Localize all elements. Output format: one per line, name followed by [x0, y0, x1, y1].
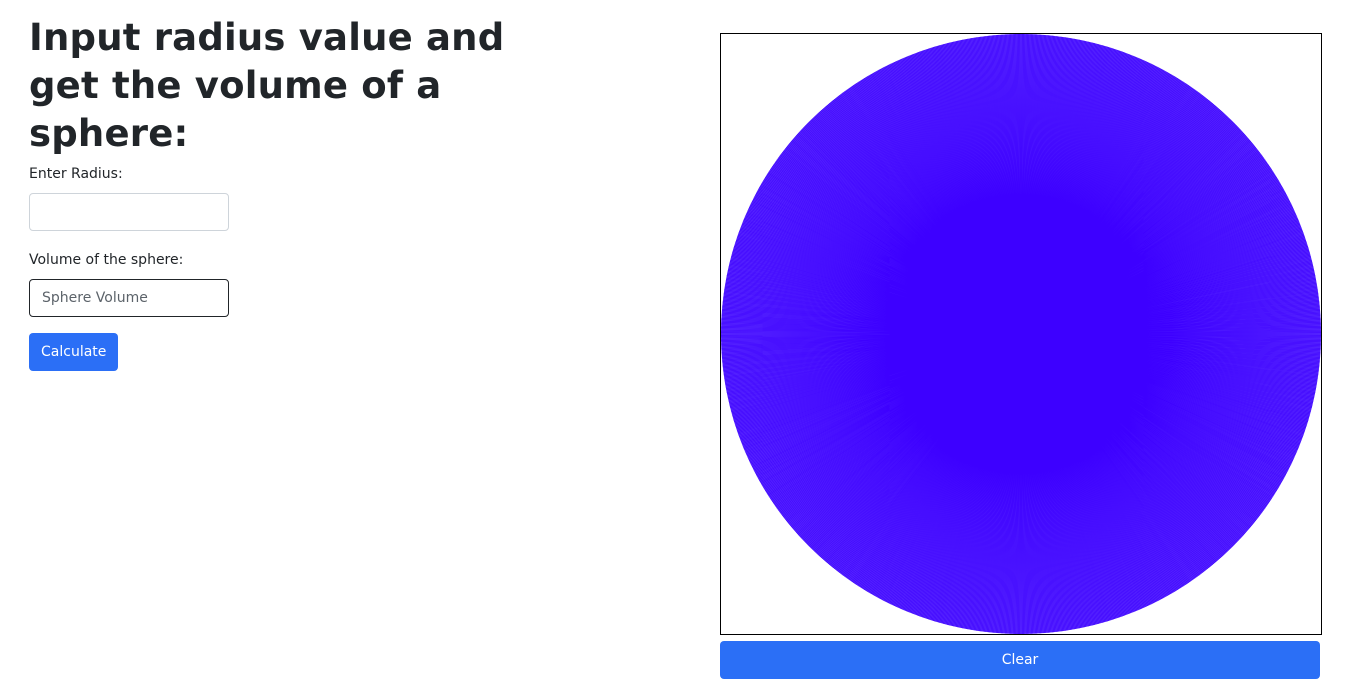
drawing-canvas[interactable]: [720, 33, 1322, 635]
calculator-form: Input radius value and get the volume of…: [29, 14, 549, 371]
calculate-button[interactable]: Calculate: [29, 333, 119, 371]
radius-input[interactable]: [29, 193, 229, 231]
volume-output-field[interactable]: [29, 279, 229, 317]
clear-button[interactable]: Clear: [720, 641, 1320, 679]
volume-label: Volume of the sphere:: [29, 252, 184, 268]
radial-line-pattern: [721, 34, 1321, 634]
sphere-radial-lines: [721, 34, 1321, 634]
page-title: Input radius value and get the volume of…: [29, 16, 505, 155]
sphere-drawing: [721, 34, 1321, 634]
radius-label: Enter Radius:: [29, 166, 123, 182]
